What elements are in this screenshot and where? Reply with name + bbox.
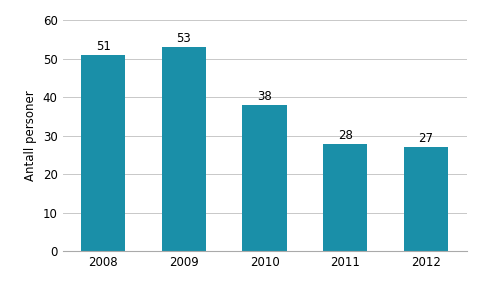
Bar — [81, 55, 125, 251]
Text: 51: 51 — [96, 40, 110, 53]
Y-axis label: Antall personer: Antall personer — [24, 90, 37, 181]
Bar — [403, 147, 447, 251]
Text: 53: 53 — [176, 32, 191, 45]
Text: 27: 27 — [418, 132, 432, 145]
Text: 28: 28 — [337, 129, 352, 142]
Bar — [161, 47, 205, 251]
Bar — [323, 144, 367, 251]
Text: 38: 38 — [257, 90, 271, 103]
Bar — [242, 105, 286, 251]
